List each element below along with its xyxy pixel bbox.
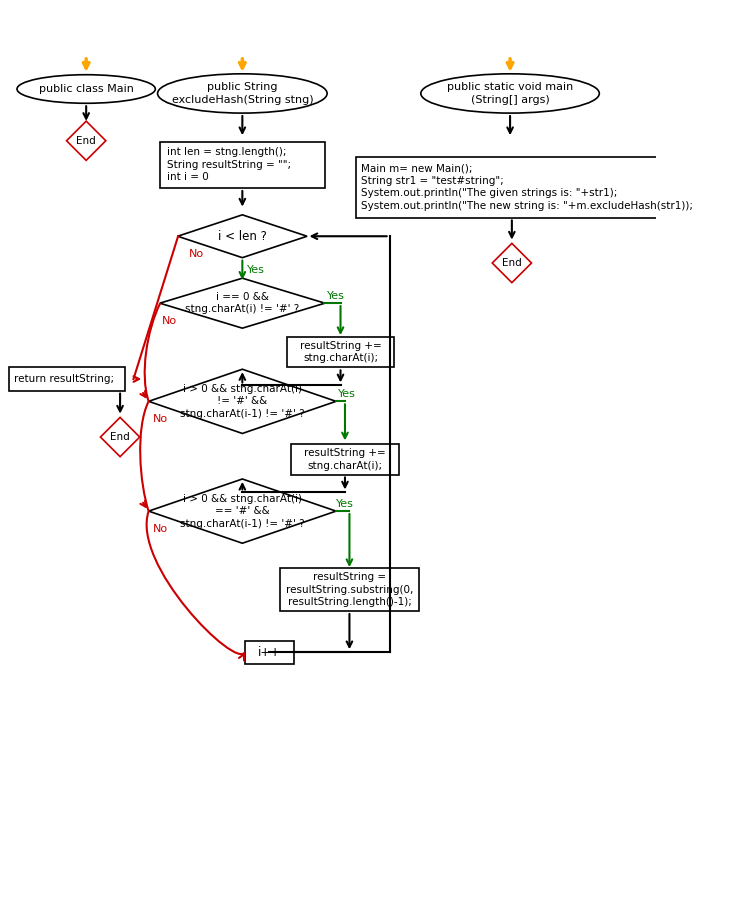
Text: public static void main
(String[] args): public static void main (String[] args) <box>447 83 573 104</box>
Polygon shape <box>149 479 336 543</box>
Text: Yes: Yes <box>338 390 356 400</box>
Text: int len = stng.length();
String resultString = "";
int i = 0: int len = stng.length(); String resultSt… <box>167 147 291 183</box>
Polygon shape <box>100 418 140 457</box>
Text: resultString =
resultString.substring(0,
resultString.length()-1);: resultString = resultString.substring(0,… <box>286 572 413 607</box>
Text: End: End <box>110 432 130 442</box>
Text: End: End <box>76 136 96 146</box>
Text: Main m= new Main();
String str1 = "test#string";
System.out.println("The given s: Main m= new Main(); String str1 = "test#… <box>361 163 693 211</box>
Text: End: End <box>502 258 522 268</box>
Ellipse shape <box>158 74 327 114</box>
Ellipse shape <box>17 74 155 104</box>
Text: i > 0 && stng.charAt(i)
== '#' &&
stng.charAt(i-1) != '#' ?: i > 0 && stng.charAt(i) == '#' && stng.c… <box>180 494 305 528</box>
Ellipse shape <box>421 74 600 114</box>
Polygon shape <box>160 278 325 328</box>
Bar <box>245 640 294 664</box>
Polygon shape <box>177 215 307 258</box>
Text: No: No <box>153 414 169 424</box>
Bar <box>160 142 325 188</box>
Polygon shape <box>149 370 336 433</box>
Text: public class Main: public class Main <box>39 84 133 94</box>
Text: Yes: Yes <box>327 291 345 301</box>
Text: i == 0 &&
stng.charAt(i) != '#' ?: i == 0 && stng.charAt(i) != '#' ? <box>185 292 300 314</box>
Polygon shape <box>493 243 531 282</box>
Bar <box>280 568 419 611</box>
Polygon shape <box>67 121 106 161</box>
Text: resultString +=
stng.charAt(i);: resultString += stng.charAt(i); <box>304 449 386 470</box>
Text: return resultString;: return resultString; <box>14 374 114 384</box>
Text: Yes: Yes <box>336 499 354 509</box>
Text: i > 0 && stng.charAt(i)
!= '#' &&
stng.charAt(i-1) != '#' ?: i > 0 && stng.charAt(i) != '#' && stng.c… <box>180 384 305 419</box>
Text: resultString +=
stng.charAt(i);: resultString += stng.charAt(i); <box>300 341 381 363</box>
Text: i++: i++ <box>257 646 281 658</box>
Bar <box>356 157 668 218</box>
Bar <box>292 444 399 475</box>
Text: No: No <box>162 316 177 326</box>
Text: No: No <box>153 524 169 534</box>
Text: i < len ?: i < len ? <box>218 230 267 242</box>
Text: No: No <box>189 249 204 259</box>
Text: Yes: Yes <box>247 265 265 275</box>
Bar <box>287 337 394 368</box>
Bar <box>9 368 125 390</box>
Text: public String
excludeHash(String stng): public String excludeHash(String stng) <box>172 83 313 104</box>
